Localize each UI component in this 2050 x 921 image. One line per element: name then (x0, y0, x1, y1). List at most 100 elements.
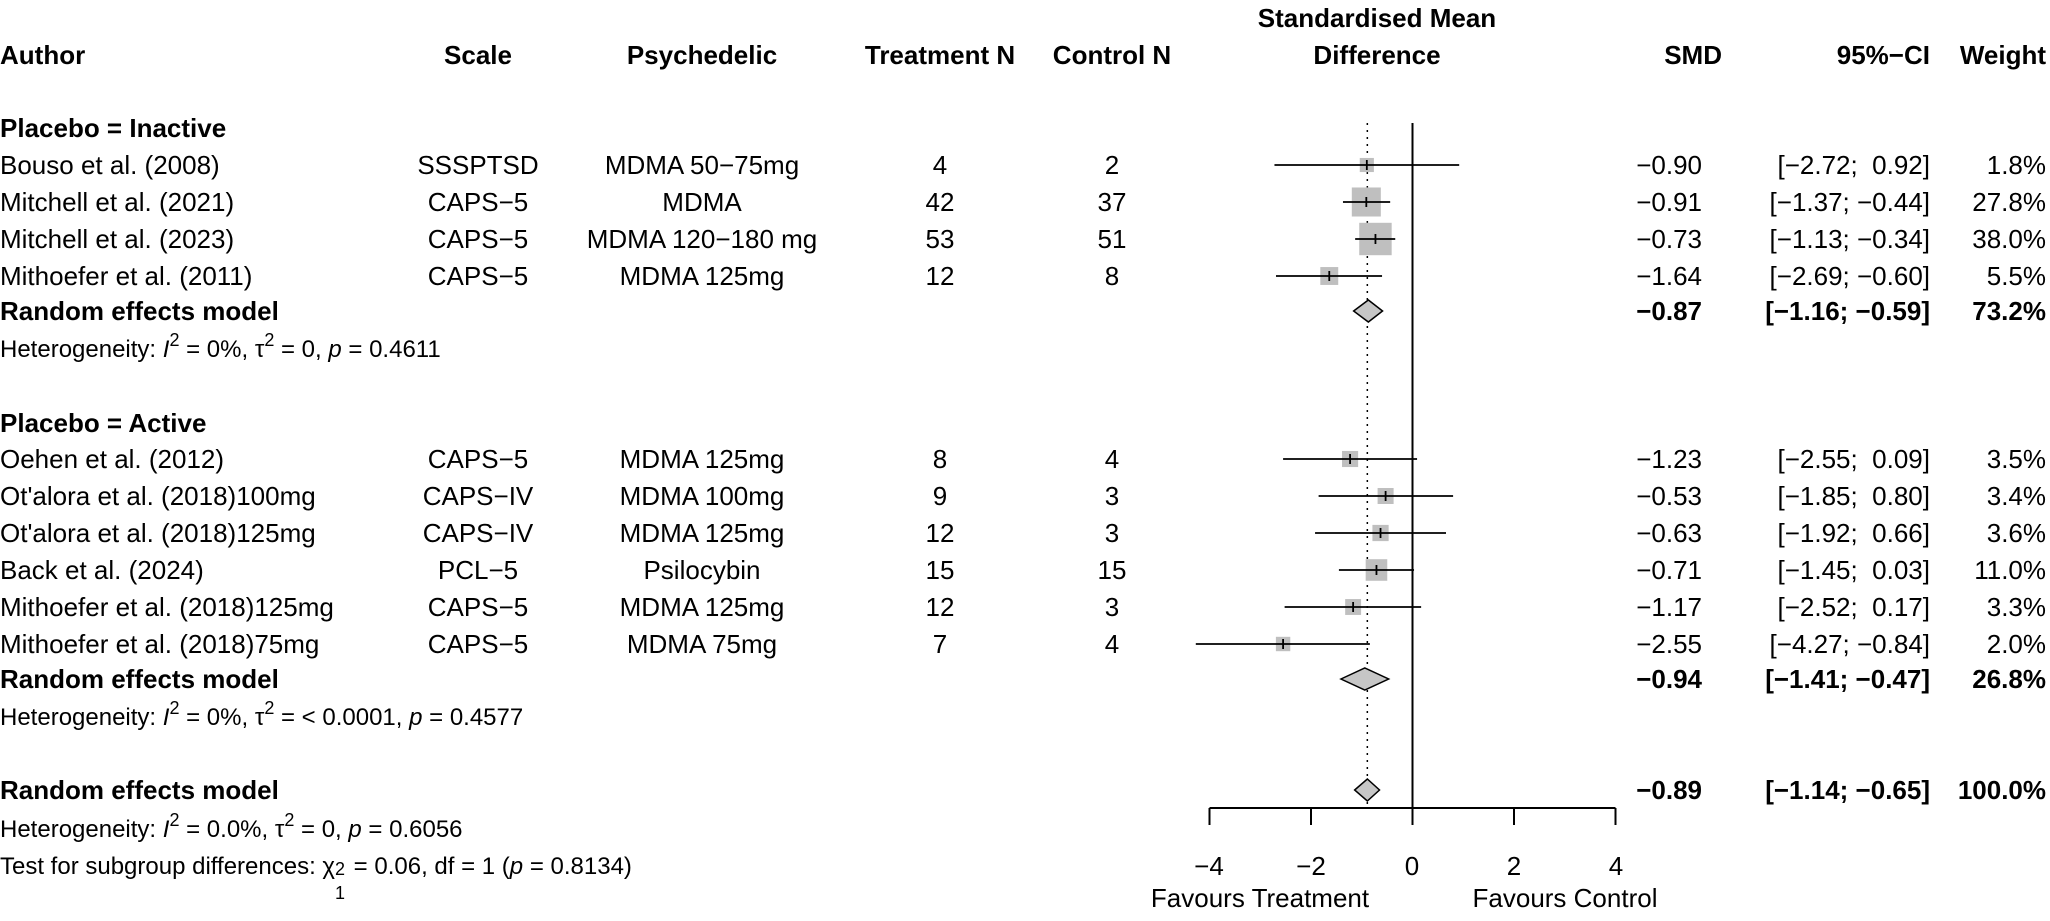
subgroup-diamond (1352, 299, 1384, 323)
study-weight: 38.0% (1972, 224, 2046, 254)
study-treatment-n: 15 (925, 555, 955, 585)
study-ci: [−2.69; −0.60] (1769, 261, 1930, 291)
model-weight: 26.8% (1972, 664, 2046, 694)
model-ci: [−1.16; −0.59] (1765, 296, 1930, 326)
study-ci: [−1.45; 0.03] (1777, 555, 1930, 585)
study-control-n: 15 (1097, 555, 1127, 585)
study-psychedelic: MDMA 120−180 mg (586, 224, 818, 254)
favours-treatment-label: Favours Treatment (1150, 883, 1370, 913)
overall-smd: −0.89 (1636, 775, 1702, 805)
study-control-n: 3 (1104, 518, 1120, 548)
study-ci: [−4.27; −0.84] (1769, 629, 1930, 659)
model-smd: −0.94 (1636, 664, 1702, 694)
study-scale: CAPS−IV (422, 481, 534, 511)
axis-tick-label: 4 (1608, 851, 1624, 881)
model-smd: −0.87 (1636, 296, 1702, 326)
study-author: Back et al. (2024) (0, 555, 204, 585)
study-control-n: 51 (1097, 224, 1127, 254)
study-treatment-n: 8 (932, 444, 948, 474)
study-weight: 1.8% (1986, 150, 2046, 180)
model-weight: 73.2% (1972, 296, 2046, 326)
study-scale: CAPS−5 (427, 224, 529, 254)
study-treatment-n: 7 (932, 629, 948, 659)
study-ci: [−2.72; 0.92] (1777, 150, 1930, 180)
study-weight: 3.5% (1986, 444, 2046, 474)
overall-weight: 100.0% (1957, 775, 2046, 805)
favours-control-label: Favours Control (1472, 883, 1658, 913)
study-weight: 3.4% (1986, 481, 2046, 511)
study-author: Bouso et al. (2008) (0, 150, 220, 180)
header-weight: Weight (1959, 40, 2046, 70)
study-treatment-n: 12 (925, 261, 955, 291)
study-scale: CAPS−5 (427, 629, 529, 659)
study-ci: [−1.92; 0.66] (1777, 518, 1930, 548)
study-weight: 3.6% (1986, 518, 2046, 548)
study-scale: CAPS−5 (427, 592, 529, 622)
study-author: Mithoefer et al. (2011) (0, 261, 253, 291)
study-smd: −2.55 (1636, 629, 1702, 659)
study-psychedelic: MDMA 75mg (626, 629, 778, 659)
study-treatment-n: 9 (932, 481, 948, 511)
header-psychedelic: Psychedelic (626, 40, 778, 70)
study-psychedelic: MDMA 125mg (619, 592, 785, 622)
study-treatment-n: 12 (925, 592, 955, 622)
study-scale: CAPS−5 (427, 187, 529, 217)
study-control-n: 3 (1104, 592, 1120, 622)
study-smd: −1.23 (1636, 444, 1702, 474)
axis-tick-label: 0 (1404, 851, 1420, 881)
study-smd: −1.64 (1636, 261, 1702, 291)
study-ci: [−1.37; −0.44] (1769, 187, 1930, 217)
study-psychedelic: Psilocybin (643, 555, 761, 585)
study-control-n: 4 (1104, 444, 1120, 474)
study-scale: CAPS−IV (422, 518, 534, 548)
study-weight: 11.0% (1974, 555, 2046, 585)
study-treatment-n: 12 (925, 518, 955, 548)
overall-model-label: Random effects model (0, 775, 279, 805)
study-author: Mitchell et al. (2021) (0, 187, 235, 217)
study-psychedelic: MDMA 100mg (619, 481, 785, 511)
overall-ci: [−1.14; −0.65] (1765, 775, 1930, 805)
study-smd: −1.17 (1636, 592, 1702, 622)
model-label: Random effects model (0, 296, 279, 326)
header-scale: Scale (444, 40, 512, 70)
header-smd: SMD (1664, 40, 1722, 70)
study-ci: [−1.85; 0.80] (1777, 481, 1930, 511)
study-smd: −0.90 (1636, 150, 1702, 180)
heterogeneity-text: Heterogeneity: I2 = 0%, τ2 = 0, p = 0.46… (0, 330, 441, 363)
study-control-n: 37 (1097, 187, 1127, 217)
study-smd: −0.53 (1636, 481, 1702, 511)
study-author: Mithoefer et al. (2018)125mg (0, 592, 334, 622)
model-label: Random effects model (0, 664, 279, 694)
study-scale: PCL−5 (437, 555, 519, 585)
study-control-n: 4 (1104, 629, 1120, 659)
study-weight: 27.8% (1972, 187, 2046, 217)
study-author: Oehen et al. (2012) (0, 444, 225, 474)
study-smd: −0.91 (1636, 187, 1702, 217)
study-smd: −0.63 (1636, 518, 1702, 548)
header-author: Author (0, 40, 86, 70)
header-control-n: Control N (1052, 40, 1172, 70)
overall-diamond (1353, 777, 1381, 803)
study-scale: SSSPTSD (417, 150, 539, 180)
axis-tick-label: −2 (1296, 851, 1326, 881)
study-author: Mithoefer et al. (2018)75mg (0, 629, 320, 659)
study-scale: CAPS−5 (427, 261, 529, 291)
study-control-n: 8 (1104, 261, 1120, 291)
study-ci: [−2.55; 0.09] (1777, 444, 1930, 474)
study-psychedelic: MDMA (662, 187, 742, 217)
study-treatment-n: 53 (925, 224, 955, 254)
header-smd-title-2: Difference (1313, 40, 1441, 70)
axis-tick-label: −4 (1194, 851, 1224, 881)
study-weight: 2.0% (1986, 629, 2046, 659)
group-title: Placebo = Inactive (0, 113, 227, 143)
study-author: Ot'alora et al. (2018)125mg (0, 518, 316, 548)
study-psychedelic: MDMA 125mg (619, 261, 785, 291)
study-control-n: 2 (1104, 150, 1120, 180)
header-smd-title-1: Standardised Mean (1257, 3, 1497, 33)
study-psychedelic: MDMA 125mg (619, 444, 785, 474)
subgroup-diamond (1339, 667, 1391, 691)
overall-heterogeneity-text: Heterogeneity: I2 = 0.0%, τ2 = 0, p = 0.… (0, 810, 463, 843)
study-smd: −0.71 (1636, 555, 1702, 585)
